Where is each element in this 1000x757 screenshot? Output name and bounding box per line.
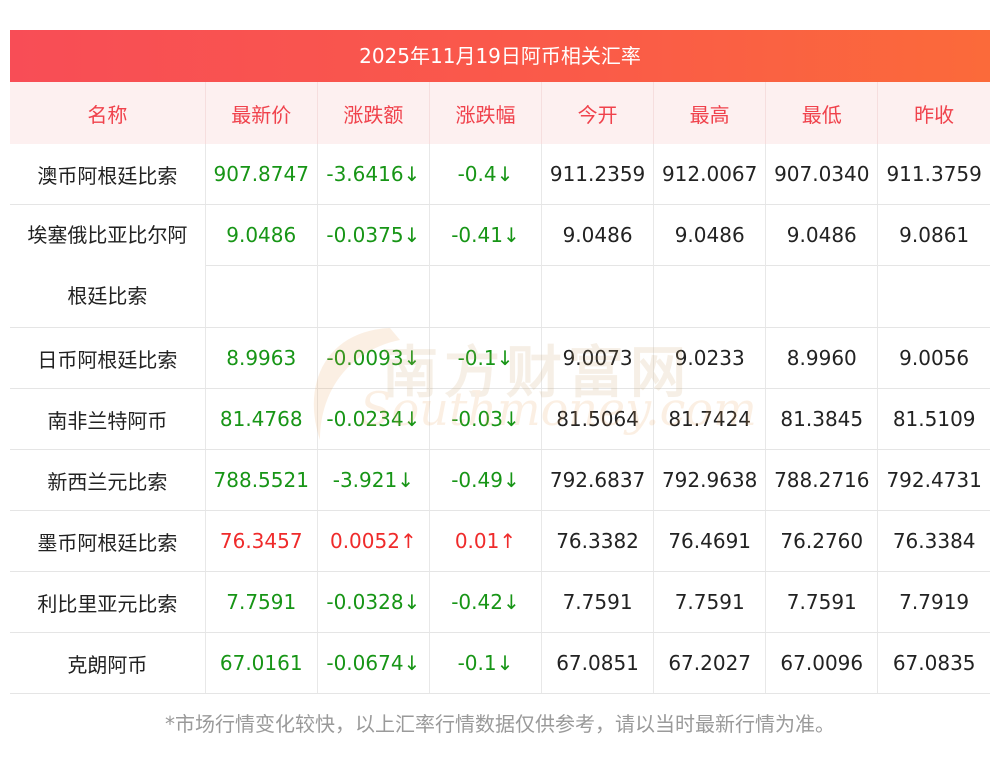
row-latest: 67.0161 bbox=[205, 632, 318, 694]
row-low: 7.7591 bbox=[765, 571, 879, 633]
row-pct: -0.41↓ bbox=[429, 204, 543, 328]
row-high: 792.9638 bbox=[653, 449, 767, 511]
col-header-latest: 最新价 bbox=[205, 82, 318, 144]
row-name: 墨币阿根廷比索 bbox=[10, 510, 206, 572]
row-high: 9.0233 bbox=[653, 327, 767, 389]
row-name: 南非兰特阿币 bbox=[10, 388, 206, 450]
row-high: 912.0067 bbox=[653, 144, 767, 205]
col-header-name: 名称 bbox=[10, 82, 206, 144]
table-row: 埃塞俄比亚比尔阿 根廷比索 9.0486 -0.0375↓ -0.41↓ 9.0… bbox=[10, 204, 990, 328]
row-name: 利比里亚元比索 bbox=[10, 571, 206, 633]
row-pct: -0.42↓ bbox=[429, 571, 543, 633]
row-open: 81.5064 bbox=[541, 388, 655, 450]
table-row: 南非兰特阿币 81.4768 -0.0234↓ -0.03↓ 81.5064 8… bbox=[10, 388, 990, 450]
col-header-open: 今开 bbox=[541, 82, 655, 144]
row-change: -3.921↓ bbox=[317, 449, 430, 511]
row-change: 0.0052↑ bbox=[317, 510, 430, 572]
rate-table-card: 2025年11月19日阿币相关汇率 名称 最新价 涨跌额 涨跌幅 今开 最高 最… bbox=[10, 30, 990, 694]
row-latest: 9.0486 bbox=[205, 204, 318, 328]
row-prev: 76.3384 bbox=[877, 510, 990, 572]
row-open: 9.0486 bbox=[541, 204, 655, 328]
row-name: 日币阿根廷比索 bbox=[10, 327, 206, 389]
row-low: 9.0486 bbox=[765, 204, 879, 328]
row-name-line2: 根廷比索 bbox=[67, 284, 148, 308]
row-pct: -0.03↓ bbox=[429, 388, 543, 450]
row-open: 911.2359 bbox=[541, 144, 655, 205]
row-pct: 0.01↑ bbox=[429, 510, 543, 572]
row-prev: 81.5109 bbox=[877, 388, 990, 450]
row-pct: -0.49↓ bbox=[429, 449, 543, 511]
row-change: -0.0375↓ bbox=[317, 204, 430, 328]
row-latest: 7.7591 bbox=[205, 571, 318, 633]
row-latest: 907.8747 bbox=[205, 144, 318, 205]
rate-table: 名称 最新价 涨跌额 涨跌幅 今开 最高 最低 昨收 澳币阿根廷比索 907.8… bbox=[10, 82, 990, 694]
row-low: 81.3845 bbox=[765, 388, 879, 450]
row-change: -0.0234↓ bbox=[317, 388, 430, 450]
row-name: 新西兰元比索 bbox=[10, 449, 206, 511]
row-change: -0.0328↓ bbox=[317, 571, 430, 633]
row-open: 9.0073 bbox=[541, 327, 655, 389]
row-high: 9.0486 bbox=[653, 204, 767, 328]
row-change: -3.6416↓ bbox=[317, 144, 430, 205]
col-header-change: 涨跌额 bbox=[317, 82, 430, 144]
row-latest: 788.5521 bbox=[205, 449, 318, 511]
row-open: 76.3382 bbox=[541, 510, 655, 572]
row-change: -0.0093↓ bbox=[317, 327, 430, 389]
row-latest: 8.9963 bbox=[205, 327, 318, 389]
table-row: 日币阿根廷比索 8.9963 -0.0093↓ -0.1↓ 9.0073 9.0… bbox=[10, 327, 990, 389]
table-row: 利比里亚元比索 7.7591 -0.0328↓ -0.42↓ 7.7591 7.… bbox=[10, 571, 990, 633]
row-latest: 76.3457 bbox=[205, 510, 318, 572]
col-header-low: 最低 bbox=[765, 82, 879, 144]
row-pct: -0.4↓ bbox=[429, 144, 543, 205]
row-prev: 9.0861 bbox=[877, 204, 990, 328]
row-latest: 81.4768 bbox=[205, 388, 318, 450]
footnote: *市场行情变化较快，以上汇率行情数据仅供参考，请以当时最新行情为准。 bbox=[165, 712, 835, 736]
header-row: 名称 最新价 涨跌额 涨跌幅 今开 最高 最低 昨收 bbox=[10, 82, 990, 144]
row-low: 76.2760 bbox=[765, 510, 879, 572]
table-row: 澳币阿根廷比索 907.8747 -3.6416↓ -0.4↓ 911.2359… bbox=[10, 144, 990, 205]
row-low: 907.0340 bbox=[765, 144, 879, 205]
row-name: 澳币阿根廷比索 bbox=[10, 144, 206, 205]
row-low: 8.9960 bbox=[765, 327, 879, 389]
row-prev: 911.3759 bbox=[877, 144, 990, 205]
row-high: 7.7591 bbox=[653, 571, 767, 633]
row-prev: 792.4731 bbox=[877, 449, 990, 511]
row-prev: 9.0056 bbox=[877, 327, 990, 389]
row-low: 788.2716 bbox=[765, 449, 879, 511]
row-name: 埃塞俄比亚比尔阿 根廷比索 bbox=[10, 204, 206, 328]
row-change: -0.0674↓ bbox=[317, 632, 430, 694]
row-low: 67.0096 bbox=[765, 632, 879, 694]
row-open: 67.0851 bbox=[541, 632, 655, 694]
table-row: 墨币阿根廷比索 76.3457 0.0052↑ 0.01↑ 76.3382 76… bbox=[10, 510, 990, 572]
col-header-high: 最高 bbox=[653, 82, 767, 144]
col-header-pct: 涨跌幅 bbox=[429, 82, 543, 144]
row-name-line1: 埃塞俄比亚比尔阿 bbox=[27, 223, 188, 247]
row-pct: -0.1↓ bbox=[429, 327, 543, 389]
table-row: 新西兰元比索 788.5521 -3.921↓ -0.49↓ 792.6837 … bbox=[10, 449, 990, 511]
table-row: 克朗阿币 67.0161 -0.0674↓ -0.1↓ 67.0851 67.2… bbox=[10, 632, 990, 694]
row-prev: 67.0835 bbox=[877, 632, 990, 694]
row-high: 76.4691 bbox=[653, 510, 767, 572]
row-high: 81.7424 bbox=[653, 388, 767, 450]
row-name: 克朗阿币 bbox=[10, 632, 206, 694]
table-title: 2025年11月19日阿币相关汇率 bbox=[10, 30, 990, 82]
row-open: 7.7591 bbox=[541, 571, 655, 633]
row-pct: -0.1↓ bbox=[429, 632, 543, 694]
row-high: 67.2027 bbox=[653, 632, 767, 694]
col-header-prev: 昨收 bbox=[877, 82, 990, 144]
row-prev: 7.7919 bbox=[877, 571, 990, 633]
row-open: 792.6837 bbox=[541, 449, 655, 511]
